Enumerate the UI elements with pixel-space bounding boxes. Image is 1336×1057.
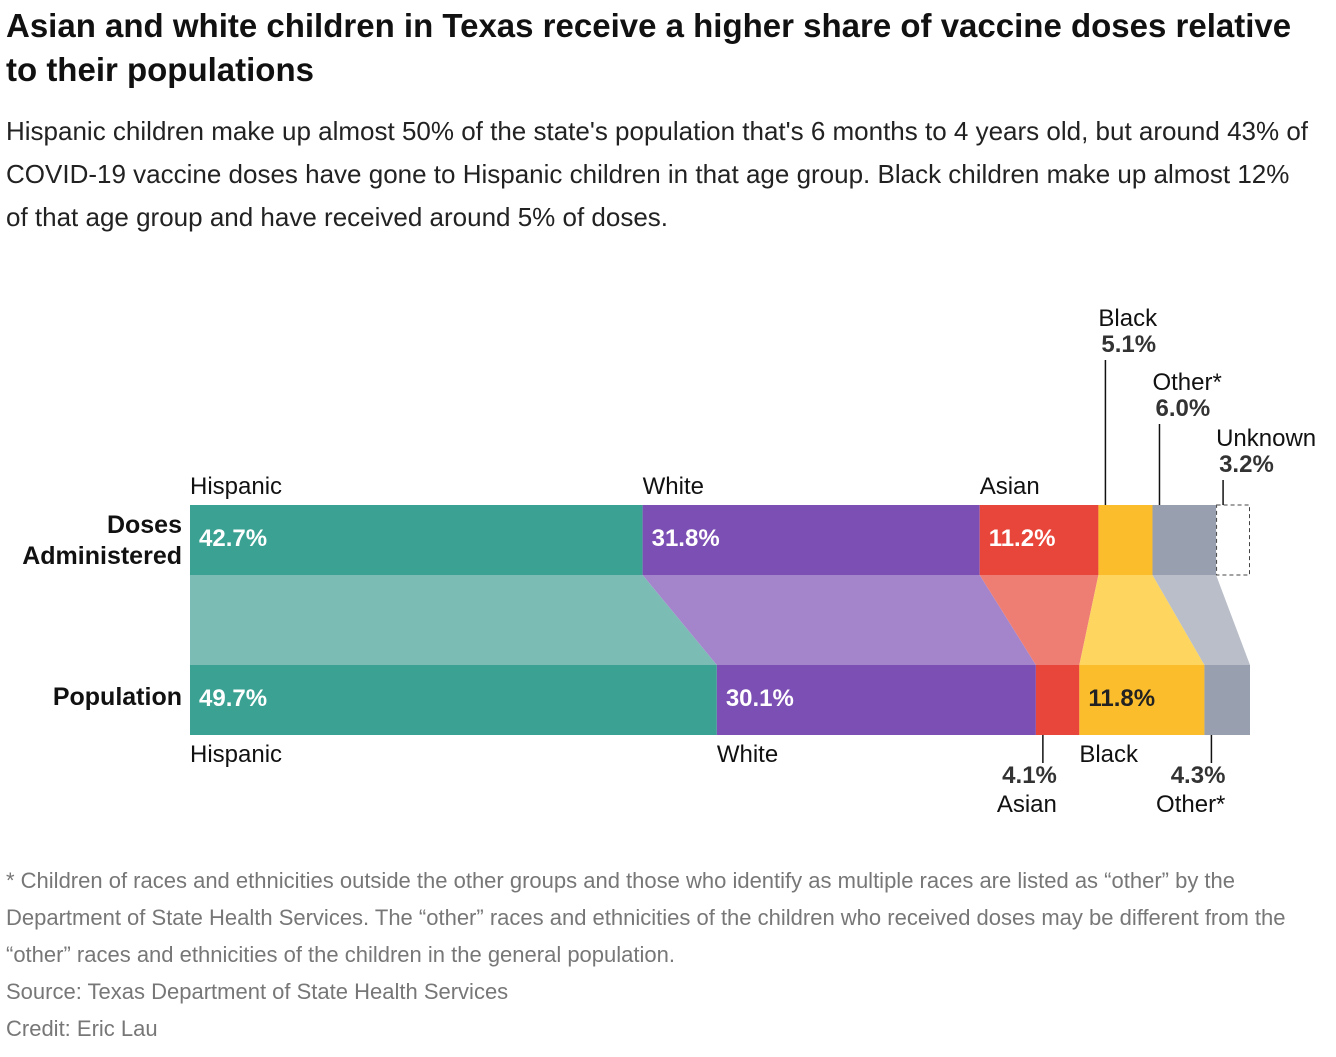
doses-bar-other[interactable] [1152, 505, 1217, 575]
population-bar-other[interactable] [1204, 665, 1250, 735]
population-bar-asian[interactable] [1035, 665, 1080, 735]
row-label-doses-line2: Administered [22, 542, 182, 570]
source-line: Source: Texas Department of State Health… [6, 979, 509, 1004]
doses-callout-name-unknown: Unknown [1216, 425, 1316, 452]
stacked-bar-chart: Doses Administered Population Hispanic 42.7%… [22, 305, 1316, 818]
population-category-label-black: Black [1079, 741, 1139, 768]
doses-category-label-asian: Asian [980, 473, 1040, 500]
connector-black [1079, 575, 1205, 665]
doses-bar-unknown[interactable] [1216, 504, 1250, 576]
population-callout-name-asian: Asian [997, 791, 1057, 818]
credit-line: Credit: Eric Lau [6, 1016, 158, 1041]
doses-bar-white[interactable] [642, 505, 980, 575]
doses-category-label-white: White [643, 473, 704, 500]
row-label-doses-line1: Doses [107, 511, 182, 539]
connector-hispanic [190, 575, 717, 665]
connector-other [1152, 575, 1250, 665]
row-label-population: Population [53, 683, 182, 711]
doses-callout-value-other: 6.0% [1155, 395, 1210, 422]
chart-notes: * Children of races and ethnicities outs… [6, 862, 1316, 1047]
doses-callout-value-unknown: 3.2% [1219, 451, 1274, 478]
population-category-label-hispanic: Hispanic [190, 741, 282, 768]
footnote: * Children of races and ethnicities outs… [6, 868, 1286, 967]
population-bar-white[interactable] [716, 665, 1036, 735]
doses-bar-black[interactable] [1098, 505, 1153, 575]
population-bar-black[interactable] [1079, 665, 1205, 735]
doses-category-label-hispanic: Hispanic [190, 473, 282, 500]
chart-subtitle: Hispanic children make up almost 50% of … [6, 116, 1309, 232]
population-callout-value-asian: 4.1% [1002, 762, 1057, 789]
population-category-label-white: White [717, 741, 778, 768]
doses-value-label-hispanic: 42.7% [199, 525, 267, 552]
doses-value-label-white: 31.8% [652, 525, 720, 552]
doses-callout-name-other: Other* [1152, 369, 1221, 396]
doses-bar-asian[interactable] [979, 505, 1099, 575]
doses-bar-hispanic[interactable] [190, 505, 643, 575]
doses-value-label-asian: 11.2% [989, 525, 1056, 552]
connector-white [642, 575, 1036, 665]
chart-title: Asian and white children in Texas receiv… [6, 7, 1292, 88]
population-bar-hispanic[interactable] [190, 665, 717, 735]
population-value-label-hispanic: 49.7% [199, 685, 267, 712]
population-callout-name-other: Other* [1156, 791, 1225, 818]
doses-callout-name-black: Black [1098, 305, 1158, 332]
population-callout-value-other: 4.3% [1171, 762, 1226, 789]
connector-asian [979, 575, 1099, 665]
population-value-label-black: 11.8% [1088, 685, 1155, 712]
population-value-label-white: 30.1% [726, 685, 794, 712]
doses-callout-value-black: 5.1% [1101, 331, 1156, 358]
